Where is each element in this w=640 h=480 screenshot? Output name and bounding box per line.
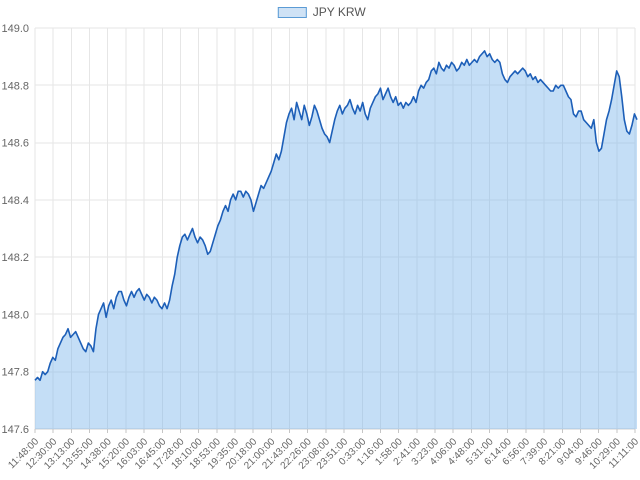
legend[interactable]: JPY KRW <box>277 5 366 19</box>
y-axis-label: 148.8 <box>1 80 29 92</box>
area-fill <box>35 50 637 429</box>
series-jpy-krw[interactable] <box>34 50 638 429</box>
v-gridlines <box>34 28 636 429</box>
y-axis-label: 148.2 <box>1 252 29 264</box>
y-axis-label: 148.6 <box>1 138 29 150</box>
y-axis-label: 149.0 <box>1 23 29 35</box>
y-axis-label: 148.4 <box>1 195 29 207</box>
x-axis-ticks <box>34 429 636 433</box>
legend-swatch-icon <box>277 6 307 18</box>
y-axis-label: 147.8 <box>1 367 29 379</box>
price-line <box>34 50 638 382</box>
h-gridlines <box>35 27 635 430</box>
y-axis-label: 147.6 <box>1 424 29 436</box>
legend-series-label: JPY KRW <box>312 5 366 19</box>
x-axis-labels: 11:48:0012:30:0013:13:0013:55:0014:38:00… <box>6 436 640 472</box>
y-axis-labels: 149.0 148.8 148.6 148.4 148.2 148.0 147.8 147.6 <box>1 23 29 436</box>
y-axis-label: 148.0 <box>1 309 29 321</box>
